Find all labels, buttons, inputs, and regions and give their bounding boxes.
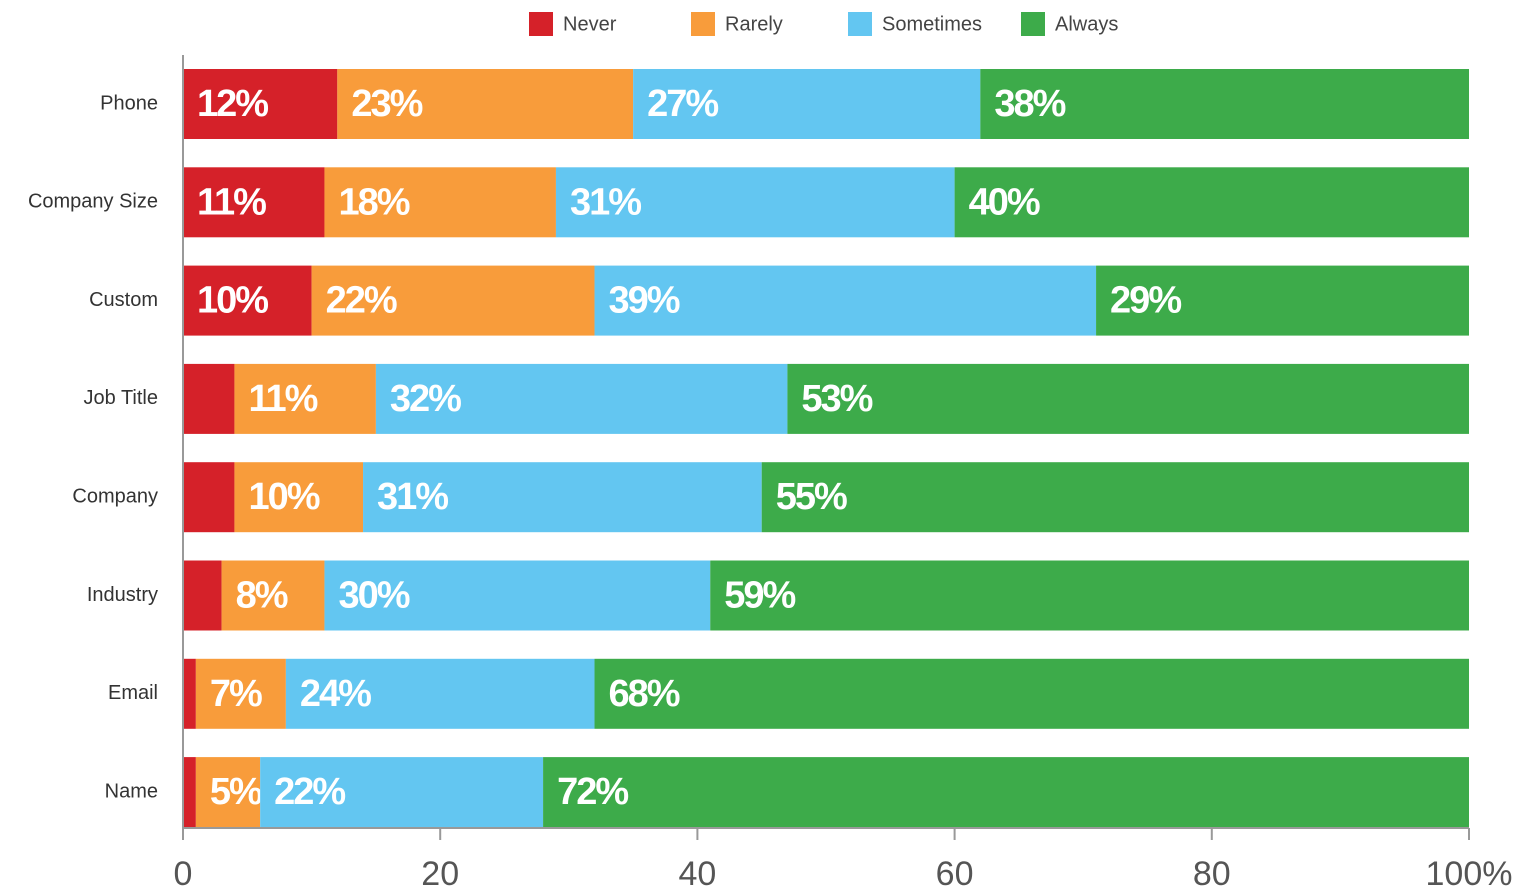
value-label: 38% (994, 83, 1065, 125)
value-label: 40% (969, 181, 1040, 223)
bar-segment (543, 757, 1469, 828)
bar-segment (183, 69, 338, 139)
legend-swatch (529, 12, 553, 36)
bar-segment (221, 560, 325, 631)
x-tick-label: 80 (1193, 855, 1231, 891)
legend-label: Sometimes (882, 13, 982, 35)
value-label: 68% (609, 673, 680, 715)
value-label: 32% (390, 378, 461, 420)
bar-segment (183, 363, 235, 434)
x-tick-label: 0 (174, 855, 193, 891)
bar-segment (363, 462, 762, 533)
bar-segment (787, 363, 1469, 434)
value-label: 59% (724, 575, 795, 617)
bar-segment (594, 658, 1469, 729)
y-tick-label: Industry (87, 584, 158, 606)
bar-segment (183, 757, 196, 828)
y-tick-label: Company (72, 485, 158, 507)
bar-segment (594, 265, 1097, 336)
value-label: 7% (210, 673, 262, 715)
legend-swatch (848, 12, 872, 36)
value-label: 8% (236, 575, 288, 617)
value-label: 22% (326, 280, 397, 322)
value-label: 12% (197, 83, 268, 125)
bar-segment (285, 658, 595, 729)
bar-segment (337, 69, 634, 139)
bar-segment (710, 560, 1469, 631)
value-label: 10% (197, 280, 268, 322)
legend-swatch (691, 12, 715, 36)
y-tick-label: Name (105, 780, 158, 802)
value-label: 10% (248, 476, 319, 518)
value-label: 23% (351, 83, 422, 125)
value-label: 53% (801, 378, 872, 420)
value-label: 72% (557, 771, 628, 813)
legend-label: Always (1055, 13, 1118, 35)
value-label: 27% (647, 83, 718, 125)
y-tick-label: Email (108, 682, 158, 704)
bar-segment (980, 69, 1469, 139)
bar-segment (324, 560, 711, 631)
value-label: 18% (338, 181, 409, 223)
bar-segment (183, 265, 312, 336)
value-label: 31% (570, 181, 641, 223)
bar-segment (311, 265, 595, 336)
legend-label: Rarely (725, 13, 783, 35)
bar-segment (183, 167, 325, 238)
value-label: 30% (338, 575, 409, 617)
value-label: 11% (197, 181, 266, 223)
value-label: 29% (1110, 280, 1181, 322)
bar-segment (633, 69, 981, 139)
value-label: 24% (300, 673, 371, 715)
bar-segment (183, 560, 222, 631)
value-label: 22% (274, 771, 345, 813)
legend-swatch (1021, 12, 1045, 36)
bar-segment (183, 658, 196, 729)
bar-segment (375, 363, 788, 434)
bar-segment (234, 462, 364, 533)
x-tick-label: 60 (936, 855, 974, 891)
bar-segment (195, 757, 261, 828)
bar-segment (195, 658, 286, 729)
legend-label: Never (563, 13, 617, 35)
value-label: 31% (377, 476, 448, 518)
y-tick-label: Phone (100, 92, 158, 114)
y-tick-label: Job Title (84, 387, 158, 409)
x-tick-label: 40 (678, 855, 716, 891)
bar-segment (234, 363, 376, 434)
value-label: 55% (776, 476, 847, 518)
y-tick-label: Company Size (28, 191, 158, 213)
bar-segment (183, 462, 235, 533)
value-label: 11% (248, 378, 317, 420)
bar-segment (324, 167, 556, 238)
value-label: 39% (609, 280, 680, 322)
bar-segment (260, 757, 544, 828)
value-label: 5% (210, 771, 262, 813)
x-tick-label: 100% (1426, 855, 1513, 891)
bar-segment (1096, 265, 1469, 336)
x-tick-label: 20 (421, 855, 459, 891)
bar-segment (555, 167, 955, 238)
bar-segment (761, 462, 1469, 533)
y-tick-label: Custom (89, 289, 158, 311)
bar-segment (954, 167, 1469, 238)
